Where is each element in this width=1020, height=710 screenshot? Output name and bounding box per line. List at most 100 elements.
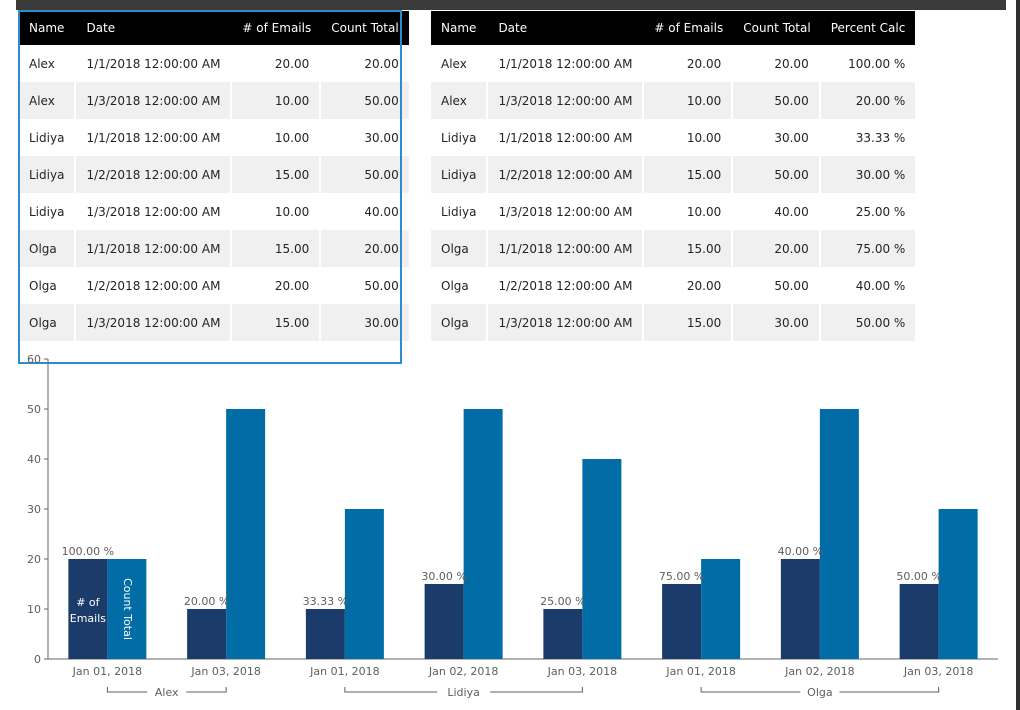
table-cell: 1/1/2018 12:00:00 AM xyxy=(488,230,645,267)
column-header-count-total[interactable]: Count Total xyxy=(733,11,821,45)
y-tick-label: 50 xyxy=(27,403,41,416)
table-cell: 15.00 xyxy=(232,304,322,341)
bar-emails xyxy=(305,609,345,659)
table-cell: Lidiya xyxy=(431,193,489,230)
x-category-label: Jan 03, 2018 xyxy=(190,665,260,678)
column-header-percent-calc[interactable]: Percent Calc xyxy=(820,11,916,45)
table-body: Alex 1/1/2018 12:00:00 AM 20.00 20.00 Alex 1/… xyxy=(19,45,409,341)
table-cell: 20.00 xyxy=(644,45,734,82)
table-row[interactable]: Olga 1/3/2018 12:00:00 AM 15.00 30.00 50.00 … xyxy=(431,304,916,341)
table-cell: 20.00 xyxy=(232,267,322,304)
table-cell: 1/3/2018 12:00:00 AM xyxy=(488,193,645,230)
table-row[interactable]: Lidiya 1/1/2018 12:00:00 AM 10.00 30.00 xyxy=(19,119,409,156)
table-cell: 1/2/2018 12:00:00 AM xyxy=(76,267,233,304)
group-label: Olga xyxy=(807,686,832,699)
column-header-count-total[interactable]: Count Total xyxy=(321,11,409,45)
table-cell: 15.00 xyxy=(644,230,734,267)
column-header-name[interactable]: Name xyxy=(19,11,77,45)
table-cell: 10.00 xyxy=(232,119,322,156)
table-cell: 50.00 xyxy=(321,156,409,193)
table-cell: 10.00 xyxy=(232,82,322,119)
table-cell: Olga xyxy=(431,230,489,267)
table-cell: Lidiya xyxy=(19,119,77,156)
column-header-name[interactable]: Name xyxy=(431,11,489,45)
bar-count-total xyxy=(582,459,622,659)
window-right-edge xyxy=(1016,0,1020,710)
table-cell: 33.33 % xyxy=(855,130,906,145)
table-cell: Lidiya xyxy=(19,156,77,193)
table-row[interactable]: Lidiya 1/2/2018 12:00:00 AM 15.00 50.00 xyxy=(19,156,409,193)
x-category-label: Jan 03, 2018 xyxy=(903,665,973,678)
bar-count-total xyxy=(226,409,266,659)
data-label: 100.00 % xyxy=(62,545,114,558)
table-visual-1[interactable]: Name Date # of Emails Count Total Alex 1/… xyxy=(19,11,409,341)
table-cell: 10.00 xyxy=(644,82,734,119)
table-cell: 50.00 xyxy=(733,156,821,193)
table-row[interactable]: Olga 1/3/2018 12:00:00 AM 15.00 30.00 xyxy=(19,304,409,341)
in-bar-series-label: # of Emails xyxy=(70,596,107,625)
data-label: 30.00 % xyxy=(421,570,466,583)
table-cell: 10.00 xyxy=(644,193,734,230)
table-row[interactable]: Alex 1/1/2018 12:00:00 AM 20.00 20.00 100.00… xyxy=(431,45,915,82)
bar-emails xyxy=(543,609,583,659)
clustered-column-chart[interactable]: 0 10 20 30 40 50 60 100.00 % Jan 01, 2018 # of Ema… xyxy=(0,340,1020,710)
table-row[interactable]: Lidiya 1/1/2018 12:00:00 AM 10.00 30.00 33.3… xyxy=(431,119,915,156)
table-body: Alex 1/1/2018 12:00:00 AM 20.00 20.00 100.00… xyxy=(431,45,916,341)
table-row[interactable]: Olga 1/2/2018 12:00:00 AM 20.00 50.00 xyxy=(19,267,409,304)
bar-count-total xyxy=(344,509,384,659)
x-category-label: Jan 02, 2018 xyxy=(428,665,498,678)
table-cell: 15.00 xyxy=(232,230,322,267)
table-cell: 30.00 xyxy=(733,119,821,156)
table-cell: 1/3/2018 12:00:00 AM xyxy=(76,304,233,341)
column-header-date[interactable]: Date xyxy=(488,11,645,45)
table-row[interactable]: Alex 1/3/2018 12:00:00 AM 10.00 50.00 20.00 … xyxy=(431,82,916,119)
table-row[interactable]: Alex 1/1/2018 12:00:00 AM 20.00 20.00 xyxy=(19,45,409,82)
table-cell: Alex xyxy=(431,45,489,82)
table-row[interactable]: Olga 1/2/2018 12:00:00 AM 20.00 50.00 40.00 … xyxy=(431,267,915,304)
group-bracket-left xyxy=(344,687,438,693)
window-top-edge xyxy=(0,0,1006,10)
table-visual-2[interactable]: Name Date # of Emails Count Total Percen… xyxy=(431,11,916,341)
table-cell: Lidiya xyxy=(19,193,77,230)
table-cell: 20.00 xyxy=(644,267,734,304)
table-cell: 1/3/2018 12:00:00 AM xyxy=(488,304,645,341)
table-row[interactable]: Olga 1/1/2018 12:00:00 AM 15.00 20.00 xyxy=(19,230,409,267)
column-header-date[interactable]: Date xyxy=(76,11,233,45)
table-cell: 20.00 % xyxy=(820,82,916,119)
table-row[interactable]: Lidiya 1/3/2018 12:00:00 AM 10.00 40.00 25.0… xyxy=(431,193,915,230)
table-cell: 15.00 xyxy=(232,156,322,193)
y-tick-label: 40 xyxy=(27,453,41,466)
group-bracket-left xyxy=(700,687,801,693)
bar-emails xyxy=(68,559,108,659)
column-header-emails[interactable]: # of Emails xyxy=(644,11,734,45)
group-bracket-right xyxy=(839,687,940,693)
table-row[interactable]: Lidiya 1/2/2018 12:00:00 AM 15.00 50.00 30.0… xyxy=(431,156,916,193)
data-label: 25.00 % xyxy=(540,595,585,608)
data-label: 50.00 % xyxy=(896,570,941,583)
table-cell: 100.00 % xyxy=(848,56,906,71)
table-row[interactable]: Lidiya 1/3/2018 12:00:00 AM 10.00 40.00 xyxy=(19,193,409,230)
table-cell: 50.00 % xyxy=(820,304,916,341)
table-header-row: Name Date # of Emails Count Total Percen… xyxy=(431,11,916,45)
table-cell: 50.00 xyxy=(733,82,821,119)
column-header-emails[interactable]: # of Emails xyxy=(232,11,322,45)
in-bar-series-label: Count Total xyxy=(121,578,134,640)
group-label: Alex xyxy=(155,686,179,699)
table-cell: 50.00 xyxy=(733,267,821,304)
data-label: 20.00 % xyxy=(184,595,229,608)
window-left-margin xyxy=(0,0,16,710)
table-cell: 50.00 xyxy=(364,278,399,293)
group-label: Lidiya xyxy=(447,686,479,699)
y-tick-label: 0 xyxy=(34,653,41,666)
table-cell: Lidiya xyxy=(431,119,489,156)
table-row[interactable]: Alex 1/3/2018 12:00:00 AM 10.00 50.00 xyxy=(19,82,409,119)
table-cell: 10.00 xyxy=(232,193,322,230)
table-cell: Alex xyxy=(19,45,77,82)
table-cell: Olga xyxy=(431,304,489,341)
x-category-label: Jan 01, 2018 xyxy=(665,665,735,678)
table-cell: 10.00 xyxy=(644,119,734,156)
table-row[interactable]: Olga 1/1/2018 12:00:00 AM 15.00 20.00 75.00 … xyxy=(431,230,916,267)
y-tick-label: 10 xyxy=(27,603,41,616)
table-cell: 50.00 xyxy=(321,82,409,119)
